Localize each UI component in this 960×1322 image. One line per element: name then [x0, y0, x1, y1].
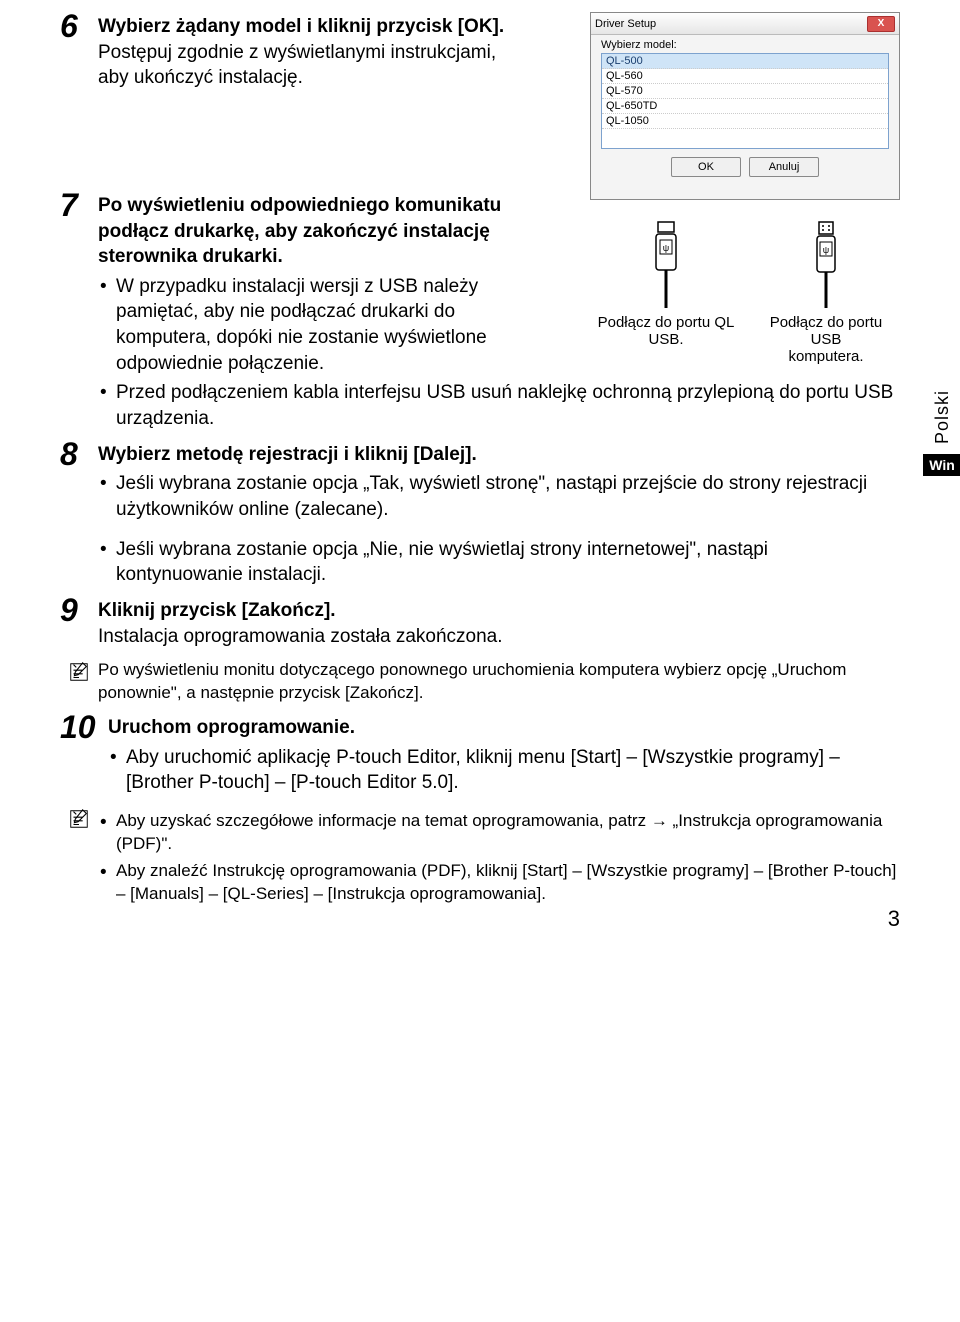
step-body: Wybierz żądany model i kliknij przycisk … — [98, 10, 528, 91]
note-body: Aby uzyskać szczegółowe informacje na te… — [98, 802, 900, 906]
note-text: Po wyświetleniu monitu dotyczącego ponow… — [98, 655, 900, 705]
step-text: Po wyświetleniu odpowiedniego komunikatu… — [98, 193, 518, 270]
step-text: Wybierz metodę rejestracji i kliknij [Da… — [98, 442, 900, 468]
usb-cable-pc: ψ Podłącz do portu USB komputera. — [756, 220, 896, 380]
note-text: Aby uzyskać szczegółowe informacje na te… — [116, 811, 651, 830]
step-10: 10 Uruchom oprogramowanie. Aby uruchomić… — [60, 711, 900, 796]
model-listbox[interactable]: QL-500 QL-560 QL-570 QL-650TD QL-1050 — [601, 53, 889, 149]
driver-setup-dialog: Driver Setup X Wybierz model: QL-500 QL-… — [590, 12, 900, 200]
dialog-titlebar: Driver Setup X — [591, 13, 899, 35]
step-body: Kliknij przycisk [Zakończ]. Instalacja o… — [98, 594, 900, 649]
bullet-item: Przed podłączeniem kabla interfejsu USB … — [98, 380, 900, 431]
usb-cable-ql: ψ Podłącz do portu QL USB. — [596, 220, 736, 380]
side-tab: Polski Win — [924, 390, 960, 476]
list-item[interactable]: QL-500 — [602, 54, 888, 69]
list-item[interactable]: QL-560 — [602, 69, 888, 84]
cancel-button[interactable]: Anuluj — [749, 157, 819, 177]
step-text: Instalacja oprogramowania została zakońc… — [98, 626, 503, 647]
note-icon — [60, 802, 98, 830]
usb-b-plug-icon: ψ — [646, 220, 686, 310]
bullet-list: Aby uruchomić aplikację P-touch Editor, … — [108, 745, 900, 796]
bullet-item: W przypadku instalacji wersji z USB nale… — [98, 274, 518, 377]
step-text: Postępuj zgodnie z wyświetlanymi instruk… — [98, 42, 496, 89]
step-text: Kliknij przycisk [Zakończ]. — [98, 600, 336, 621]
dialog-label: Wybierz model: — [601, 39, 889, 51]
step-number: 8 — [60, 438, 98, 470]
svg-text:ψ: ψ — [663, 243, 669, 253]
step-number: 7 — [60, 189, 98, 221]
close-icon[interactable]: X — [867, 16, 895, 32]
list-item[interactable]: QL-1050 — [602, 114, 888, 129]
list-item[interactable]: QL-650TD — [602, 99, 888, 114]
language-label: Polski — [932, 390, 953, 444]
step-9: 9 Kliknij przycisk [Zakończ]. Instalacja… — [60, 594, 900, 649]
bullet-item: Jeśli wybrana zostanie opcja „Nie, nie w… — [98, 537, 900, 588]
step-body: Uruchom oprogramowanie. Aby uruchomić ap… — [108, 711, 900, 796]
step-body: Wybierz metodę rejestracji i kliknij [Da… — [98, 438, 900, 588]
caption-line: komputera. — [788, 348, 863, 365]
ok-button[interactable]: OK — [671, 157, 741, 177]
arrow-icon: → — [651, 811, 668, 830]
bullet-list: Aby uzyskać szczegółowe informacje na te… — [98, 810, 900, 906]
bullet-item: Aby uzyskać szczegółowe informacje na te… — [98, 810, 900, 856]
page-number: 3 — [888, 906, 900, 932]
svg-text:ψ: ψ — [823, 245, 829, 255]
list-item[interactable]: QL-570 — [602, 84, 888, 99]
step-number: 6 — [60, 10, 98, 42]
dialog-buttons: OK Anuluj — [601, 157, 889, 177]
usb-cable-illustration: ψ Podłącz do portu QL USB. ψ Podłącz do … — [596, 220, 896, 380]
page: Driver Setup X Wybierz model: QL-500 QL-… — [0, 0, 960, 952]
dialog-title-text: Driver Setup — [595, 18, 656, 30]
note-icon — [60, 655, 98, 683]
caption-line: USB. — [648, 331, 683, 348]
bullet-item: Aby uruchomić aplikację P-touch Editor, … — [108, 745, 900, 796]
usb-a-plug-icon: ψ — [806, 220, 846, 310]
dialog-body: Wybierz model: QL-500 QL-560 QL-570 QL-6… — [591, 35, 899, 181]
step-8: 8 Wybierz metodę rejestracji i kliknij [… — [60, 438, 900, 588]
step-number: 9 — [60, 594, 98, 626]
note-2: Aby uzyskać szczegółowe informacje na te… — [60, 802, 900, 906]
step-text: Wybierz żądany model i kliknij przycisk … — [98, 16, 504, 37]
caption-line: Podłącz do portu QL — [598, 314, 735, 331]
bullet-item: Aby znaleźć Instrukcję oprogramowania (P… — [98, 860, 900, 906]
os-badge: Win — [923, 454, 960, 476]
bullet-item: Jeśli wybrana zostanie opcja „Tak, wyświ… — [98, 471, 900, 522]
step-number: 10 — [60, 711, 108, 743]
note-1: Po wyświetleniu monitu dotyczącego ponow… — [60, 655, 900, 705]
step-text: Uruchom oprogramowanie. — [108, 715, 900, 741]
bullet-list: Jeśli wybrana zostanie opcja „Tak, wyświ… — [98, 471, 900, 588]
caption-line: Podłącz do portu USB — [756, 314, 896, 348]
